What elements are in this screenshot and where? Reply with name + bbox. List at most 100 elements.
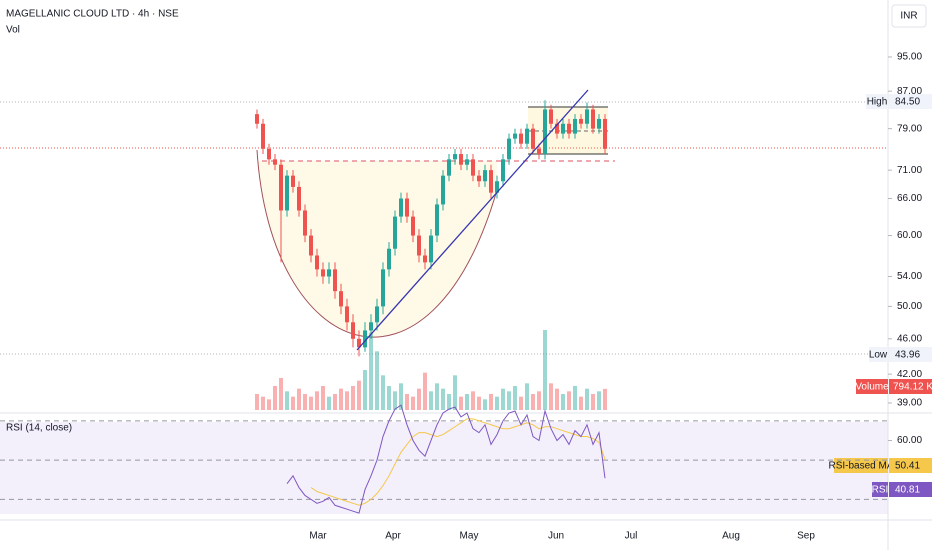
volume-bar [483,399,487,410]
candle-body [363,330,367,348]
volume-bar [327,396,331,410]
volume-bar [567,391,571,410]
candle-body [561,123,565,134]
candle-body [591,109,595,129]
volume-bar [453,375,457,410]
volume-bar [399,383,403,410]
volume-bar [309,396,313,410]
candle-body [483,170,487,182]
volume-bar [597,391,601,410]
volume-title: Vol [6,25,20,36]
volume-bar [387,386,391,410]
candle-body [393,216,397,249]
x-tick-label: Apr [385,531,401,542]
candle-body [411,216,415,236]
volume-tag [856,379,888,394]
volume-bar [549,383,553,410]
candle-body [387,248,391,270]
volume-bar [321,386,325,410]
marks [255,100,607,410]
volume-bar [525,383,529,410]
candle-body [309,235,313,256]
candle-body [537,148,541,155]
volume-bar [363,370,367,410]
y-tick-label: 66.00 [897,193,922,204]
ma-value: 50.41 [895,461,920,472]
volume-bar [411,396,415,410]
candle-body [495,181,499,193]
candle-body [435,204,439,236]
volume-bar [561,394,565,410]
volume-bar [339,388,343,410]
candle-body [279,164,283,211]
high-tag [866,94,888,109]
candle-body [417,235,421,256]
volume-bar [603,388,607,410]
rsi-value: 40.81 [895,485,920,496]
candle-body [459,154,463,165]
low-tag-label: Low [869,350,888,361]
low-value: 43.96 [895,350,920,361]
currency[interactable]: INR [900,11,917,22]
volume-bar [417,388,421,410]
candle-body [597,118,601,129]
volume-bar [375,351,379,410]
volume-bar [285,391,289,410]
volume-tag-label: Volume [855,382,889,393]
candle-body [525,128,529,144]
high-tag-label: High [867,97,888,108]
volume-bar [543,330,547,410]
volume-bar [459,396,463,410]
volume-bar [591,394,595,410]
candle-body [339,291,343,307]
y-tick-label: 87.00 [897,86,922,97]
y-tick-label: 60.00 [897,230,922,241]
volume-bar [291,396,295,410]
cup-curve [256,149,498,338]
currency-box[interactable] [891,4,927,28]
rsi-tick-label: 60.00 [897,435,922,446]
y-tick-label: 46.00 [897,333,922,344]
y-tick-label: 50.00 [897,301,922,312]
volume-bar [507,391,511,410]
volume-bar [585,388,589,410]
candle-body [441,175,445,205]
candle-body [573,118,577,134]
candle-body [357,338,361,348]
volume-bar [315,391,319,410]
candle-body [381,269,385,307]
volume-bar [579,396,583,410]
rsi-tag [872,482,888,497]
volume-bar [447,394,451,410]
candle-body [501,159,505,182]
candle-body [297,186,301,211]
rsi-ma-line [310,418,606,506]
volume-bar [357,380,361,410]
low-tag [869,347,888,362]
ma-tag [834,458,888,473]
volume-bar [423,372,427,410]
candle-body [321,269,325,277]
candle-body [423,255,427,263]
ma-value-tag [889,458,932,473]
candle-body [273,159,277,165]
candle-body [267,148,271,160]
candle-body [291,175,295,187]
candle-body [315,255,319,270]
candle-body [261,123,265,149]
volume-bar [345,391,349,410]
volume-bar [519,396,523,410]
candle-body [579,118,583,124]
chart-title: MAGELLANIC CLOUD LTD · 4h · NSE [6,9,179,20]
volume-bar [351,386,355,410]
y-tick-label: 79.00 [897,123,922,134]
y-tick-label: 39.00 [897,398,922,409]
x-tick-label: Jul [625,531,638,542]
candle-body [549,109,553,124]
volume-bar [441,388,445,410]
candle-body [255,114,259,124]
candle-body [543,109,547,155]
volume-bar [279,378,283,410]
x-tick-label: Mar [309,531,327,542]
